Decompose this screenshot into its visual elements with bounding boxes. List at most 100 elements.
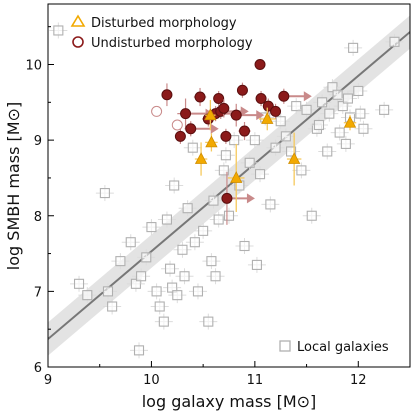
local-galaxy-marker xyxy=(337,101,348,112)
disturbed-point xyxy=(204,100,217,131)
undisturbed-marker xyxy=(194,91,206,103)
disturbed-marker xyxy=(261,112,274,124)
undisturbed-point xyxy=(213,90,225,107)
disturbed-marker xyxy=(343,115,357,128)
undisturbed-point xyxy=(220,128,232,144)
undisturbed-point xyxy=(171,119,183,131)
undisturbed-marker xyxy=(236,84,248,96)
local-galaxy-marker xyxy=(340,138,351,149)
local-galaxy-marker xyxy=(379,104,390,115)
disturbed-point xyxy=(194,142,208,176)
undisturbed-point xyxy=(230,103,265,127)
legend-label-local: Local galaxies xyxy=(297,340,389,355)
local-galaxy-marker xyxy=(239,240,250,252)
undisturbed-marker xyxy=(171,119,183,131)
local-galaxy-point xyxy=(261,196,280,213)
local-galaxy-point xyxy=(161,260,180,277)
undisturbed-marker xyxy=(278,90,290,102)
local-galaxy-marker xyxy=(189,237,200,248)
legend-label-undisturbed: Undisturbed morphology xyxy=(91,36,253,51)
disturbed-marker xyxy=(194,152,208,164)
relation-line xyxy=(48,31,410,340)
disturbed-point xyxy=(205,133,218,152)
y-tick-label: 9 xyxy=(34,134,42,149)
disturbed-marker xyxy=(205,135,218,148)
local-galaxy-point xyxy=(276,128,295,145)
local-galaxy-point xyxy=(130,342,149,359)
y-axis-label: log SMBH mass [M⊙] xyxy=(4,102,23,270)
local-galaxy-point xyxy=(351,105,370,122)
local-galaxy-marker xyxy=(73,278,85,289)
local-galaxy-marker xyxy=(206,256,217,267)
undisturbed-marker xyxy=(221,192,233,204)
x-tick-label: 11 xyxy=(247,373,264,388)
legend-marker-circle xyxy=(72,36,84,48)
local-galaxy-marker xyxy=(244,157,255,168)
undisturbed-marker xyxy=(174,130,186,142)
local-galaxy-marker xyxy=(125,237,136,248)
local-galaxy-marker xyxy=(151,286,162,297)
local-galaxy-marker xyxy=(82,290,93,301)
local-galaxy-point xyxy=(157,211,176,228)
local-galaxy-marker xyxy=(296,165,307,176)
undisturbed-marker xyxy=(270,105,282,117)
local-galaxy-marker xyxy=(158,316,169,327)
local-galaxy-point xyxy=(349,82,368,99)
local-galaxy-marker xyxy=(353,85,364,97)
local-galaxy-marker xyxy=(355,108,366,119)
local-galaxy-marker xyxy=(179,271,190,282)
undisturbed-point xyxy=(174,128,186,144)
local-galaxy-point xyxy=(220,207,238,224)
local-galaxy-point xyxy=(240,154,259,171)
disturbed-point xyxy=(343,115,357,131)
local-galaxy-marker xyxy=(265,199,276,210)
local-galaxy-point xyxy=(150,298,169,315)
local-galaxy-point xyxy=(78,287,97,304)
local-galaxy-point xyxy=(247,256,266,273)
local-galaxy-marker xyxy=(275,116,286,127)
disturbed-point xyxy=(258,107,276,131)
disturbed-marker xyxy=(287,152,301,164)
local-galaxy-marker xyxy=(208,195,219,206)
local-galaxy-marker xyxy=(167,282,178,293)
local-galaxy-point xyxy=(209,211,228,228)
local-galaxy-point xyxy=(175,268,194,285)
y-tick-label: 7 xyxy=(34,285,42,300)
local-galaxy-point xyxy=(178,200,197,217)
local-galaxy-point xyxy=(266,139,285,156)
disturbed-point xyxy=(286,132,302,186)
local-galaxy-marker xyxy=(342,93,353,104)
x-axis: 9 10 11 12 xyxy=(44,361,367,388)
undisturbed-point xyxy=(262,98,274,114)
disturbed-marker xyxy=(230,171,243,183)
local-galaxy-point xyxy=(173,241,192,258)
undisturbed-point xyxy=(236,82,248,98)
legend-local: Local galaxies xyxy=(279,340,389,355)
y-tick-label: 8 xyxy=(34,210,42,225)
local-galaxy-marker xyxy=(389,36,400,47)
local-galaxy-point xyxy=(344,39,363,56)
local-galaxy-marker xyxy=(198,225,209,236)
disturbed-point xyxy=(227,143,245,212)
local-galaxy-marker xyxy=(115,256,126,267)
local-galaxy-point xyxy=(165,177,184,194)
undisturbed-marker xyxy=(161,89,173,101)
undisturbed-point xyxy=(254,59,266,70)
local-galaxy-marker xyxy=(348,42,359,53)
local-galaxy-marker xyxy=(313,119,325,131)
local-galaxy-point xyxy=(235,238,254,254)
undisturbed-marker xyxy=(255,93,267,105)
local-galaxy-point xyxy=(98,283,117,300)
local-galaxy-point xyxy=(385,33,404,50)
local-galaxy-point xyxy=(302,207,321,224)
local-galaxy-point xyxy=(336,135,355,152)
local-galaxy-point xyxy=(199,313,218,330)
local-galaxy-marker xyxy=(177,244,188,255)
undisturbed-point xyxy=(238,121,251,141)
local-galaxy-marker xyxy=(249,135,260,146)
undisturbed-marker xyxy=(213,93,225,105)
local-galaxy-marker xyxy=(270,142,281,153)
undisturbed-point xyxy=(184,121,219,137)
local-galaxy-point xyxy=(333,98,352,115)
